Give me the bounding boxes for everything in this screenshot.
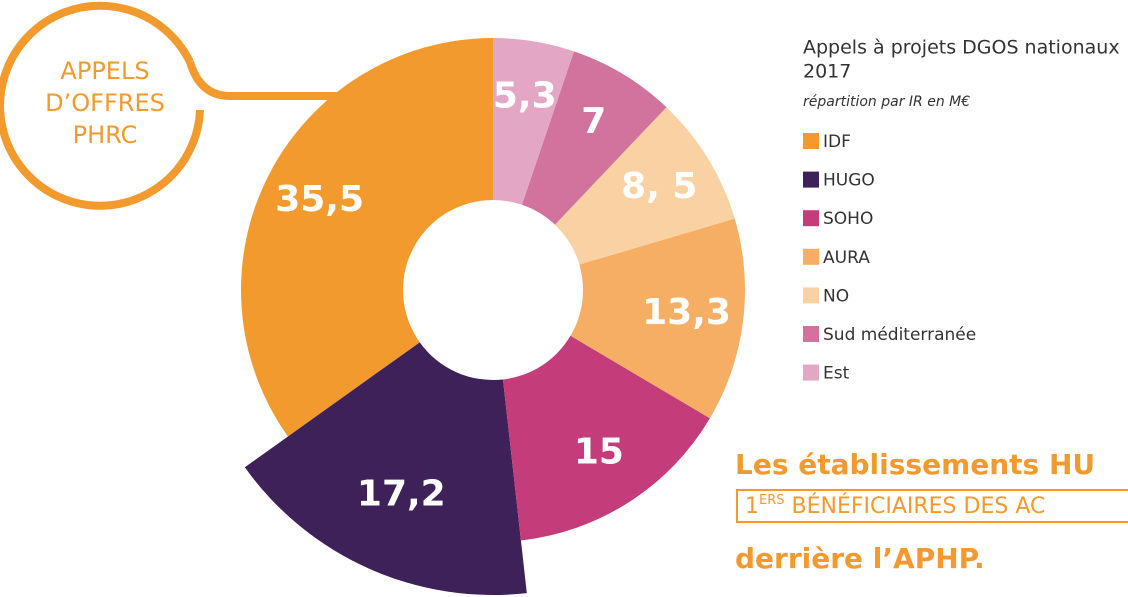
slice: [493, 38, 574, 205]
footer-sub: 1ERS BÉNÉFICIAIRES DES AC: [745, 493, 1045, 520]
slice: [521, 51, 667, 225]
donut: 35,5 17,2 15 13,3 8, 5 7 5,3: [240, 38, 745, 595]
legend-swatch: [803, 210, 819, 227]
callout: APPELS D’OFFRES PHRC: [0, 1, 420, 210]
footer-line: derrière l’APHP.: [735, 542, 985, 575]
slice-label: 5,3: [493, 76, 557, 117]
legend-swatch: [803, 248, 819, 265]
legend-swatch: [803, 364, 819, 381]
slice-label: 7: [581, 101, 606, 142]
legend-label: Sud méditerranée: [823, 325, 976, 345]
footer-box: [736, 489, 1128, 523]
slice: [502, 335, 710, 541]
legend-label: SOHO: [823, 209, 873, 229]
callout-text: PHRC: [73, 121, 138, 149]
slice-label: 8, 5: [621, 166, 697, 207]
callout-text: APPELS: [60, 57, 149, 85]
footer-sup: ERS: [759, 493, 785, 508]
callout-line: [186, 60, 420, 100]
legend-swatch: [803, 326, 819, 342]
legend: IDF HUGO SOHO AURA NO Sud méditerranée Est: [803, 132, 976, 384]
legend-label: IDF: [823, 132, 851, 152]
slice-label: 13,3: [642, 292, 731, 333]
slice: [240, 38, 493, 437]
footer-num: 1: [745, 494, 759, 519]
legend-title: 2017: [803, 61, 851, 83]
legend-label: HUGO: [823, 171, 875, 191]
legend-label: Est: [823, 364, 850, 384]
legend-swatch: [803, 133, 819, 149]
slice: [244, 342, 527, 595]
legend-swatch: [803, 287, 819, 304]
callout-ring: [0, 1, 204, 210]
legend-label: NO: [823, 286, 849, 306]
slice-label: 35,5: [275, 179, 364, 220]
legend-label: AURA: [823, 248, 870, 268]
slice-label: 15: [574, 432, 624, 473]
footer-headline: Les établissements HU: [735, 448, 1095, 481]
legend-title: Appels à projets DGOS nationaux: [803, 37, 1120, 59]
slice: [570, 218, 745, 419]
legend-swatch: [803, 171, 819, 188]
slice: [554, 107, 735, 265]
footer-rest: BÉNÉFICIAIRES DES AC: [785, 493, 1046, 519]
callout-text: D’OFFRES: [45, 89, 165, 117]
slice-label: 17,2: [357, 473, 446, 514]
legend-subtitle: répartition par IR en M€: [803, 94, 970, 110]
